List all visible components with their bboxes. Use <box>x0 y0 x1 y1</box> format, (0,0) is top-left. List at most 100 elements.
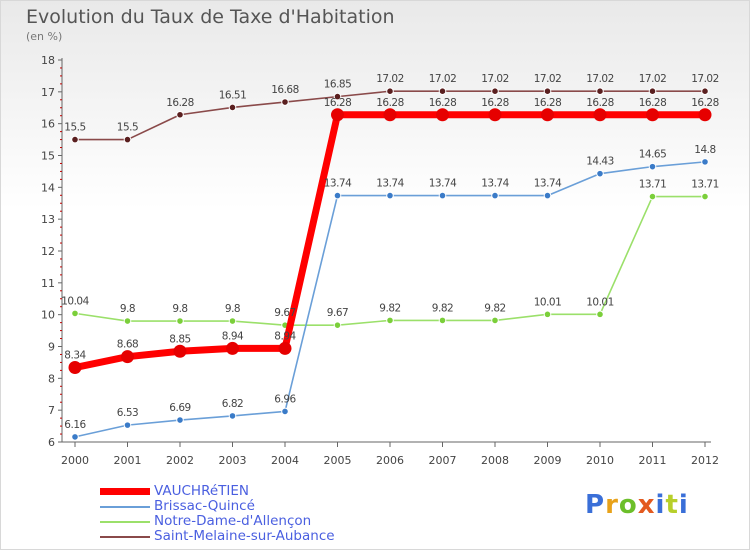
data-point <box>68 361 82 375</box>
data-point <box>331 108 344 122</box>
y-tick-label: 8 <box>48 372 55 385</box>
data-point <box>383 108 397 122</box>
data-label: 6.82 <box>222 398 243 410</box>
data-label: 13.71 <box>691 179 719 191</box>
data-label: 17.02 <box>534 73 562 85</box>
data-label: 13.74 <box>376 178 404 190</box>
data-point <box>436 108 449 122</box>
data-point <box>593 108 607 122</box>
data-label: 17.02 <box>481 73 509 85</box>
x-tick-label: 2011 <box>639 454 667 467</box>
data-point <box>123 135 132 144</box>
y-tick-label: 18 <box>41 54 55 67</box>
y-tick-label: 14 <box>41 181 55 194</box>
data-label: 9.82 <box>379 302 400 314</box>
legend-label-notre-dame: Notre-Dame-d'Allençon <box>154 513 312 529</box>
data-label: 16.28 <box>534 97 562 109</box>
data-point <box>491 316 499 325</box>
data-point <box>333 321 342 329</box>
x-tick-label: 2008 <box>481 454 509 467</box>
data-label: 16.28 <box>481 97 509 109</box>
data-label: 14.8 <box>694 144 715 156</box>
data-label: 6.16 <box>64 419 86 431</box>
data-point <box>596 87 604 95</box>
data-point <box>228 412 237 420</box>
x-tick-label: 2006 <box>376 454 404 467</box>
data-point <box>333 92 342 101</box>
data-label: 16.28 <box>429 97 457 109</box>
data-point <box>228 317 237 325</box>
data-point <box>438 191 447 200</box>
data-point <box>646 108 659 122</box>
data-label: 13.74 <box>534 178 562 190</box>
logo-letter: o <box>618 490 638 520</box>
chart-title: Evolution du Taux de Taxe d'Habitation <box>26 6 395 28</box>
data-label: 9.8 <box>120 303 135 315</box>
data-label: 16.28 <box>324 97 352 109</box>
data-label: 17.02 <box>639 73 667 85</box>
data-point <box>543 87 552 95</box>
x-tick-label: 2004 <box>271 454 299 467</box>
logo-letter: P <box>585 490 606 520</box>
data-label: 8.94 <box>274 330 296 342</box>
data-label: 9.8 <box>172 303 187 315</box>
data-point <box>701 158 709 166</box>
data-label: 16.28 <box>691 97 719 109</box>
x-tick-label: 2009 <box>534 454 562 467</box>
logo-letter: x <box>637 490 656 520</box>
data-point <box>488 108 502 122</box>
data-point <box>543 191 552 200</box>
data-label: 6.69 <box>169 402 190 414</box>
data-label: 16.28 <box>376 97 404 109</box>
data-point <box>701 192 709 201</box>
data-label: 17.02 <box>586 73 614 85</box>
data-label: 8.85 <box>169 333 190 345</box>
data-point <box>121 350 134 364</box>
data-label: 8.68 <box>117 339 138 351</box>
data-label: 17.02 <box>376 73 404 85</box>
data-label: 9.8 <box>225 303 240 315</box>
data-point <box>228 103 237 112</box>
legend-label-saint-melaine: Saint-Melaine-sur-Aubance <box>154 528 335 544</box>
data-point <box>648 162 657 171</box>
y-tick-label: 15 <box>41 150 55 163</box>
data-label: 10.01 <box>586 296 614 308</box>
data-label: 15.5 <box>64 122 85 134</box>
data-point <box>491 87 499 95</box>
data-point <box>698 108 712 122</box>
data-point <box>648 87 657 95</box>
data-label: 16.85 <box>324 79 352 91</box>
data-label: 13.74 <box>429 178 457 190</box>
data-label: 6.96 <box>274 393 296 405</box>
data-point <box>386 316 394 325</box>
data-label: 9.82 <box>484 302 505 314</box>
x-tick-label: 2005 <box>324 454 352 467</box>
data-point <box>386 87 394 95</box>
data-point <box>596 169 604 178</box>
data-point <box>281 98 289 106</box>
data-label: 9.67 <box>327 307 348 319</box>
data-point <box>701 87 709 95</box>
data-label: 9.82 <box>432 302 453 314</box>
data-label: 16.68 <box>271 84 299 96</box>
logo-letter: r <box>605 490 619 520</box>
data-label: 15.5 <box>117 122 138 134</box>
data-label: 17.02 <box>429 73 457 85</box>
y-tick-label: 11 <box>41 277 55 290</box>
legend-label-brissac: Brissac-Quincé <box>154 498 255 514</box>
data-point <box>71 309 79 318</box>
data-label: 6.53 <box>117 407 138 419</box>
legend-label-vauchretien: VAUCHRéTIEN <box>154 483 250 499</box>
data-point <box>596 310 604 319</box>
x-tick-label: 2002 <box>166 454 194 467</box>
data-point <box>123 421 132 429</box>
logo-letter: i <box>655 490 666 520</box>
data-label: 9.67 <box>274 307 295 319</box>
data-point <box>491 191 499 200</box>
x-tick-label: 2000 <box>61 454 89 467</box>
data-point <box>438 316 447 325</box>
data-point <box>71 135 79 144</box>
legend-swatch-vauchretien <box>100 488 150 495</box>
series-line <box>71 111 709 372</box>
